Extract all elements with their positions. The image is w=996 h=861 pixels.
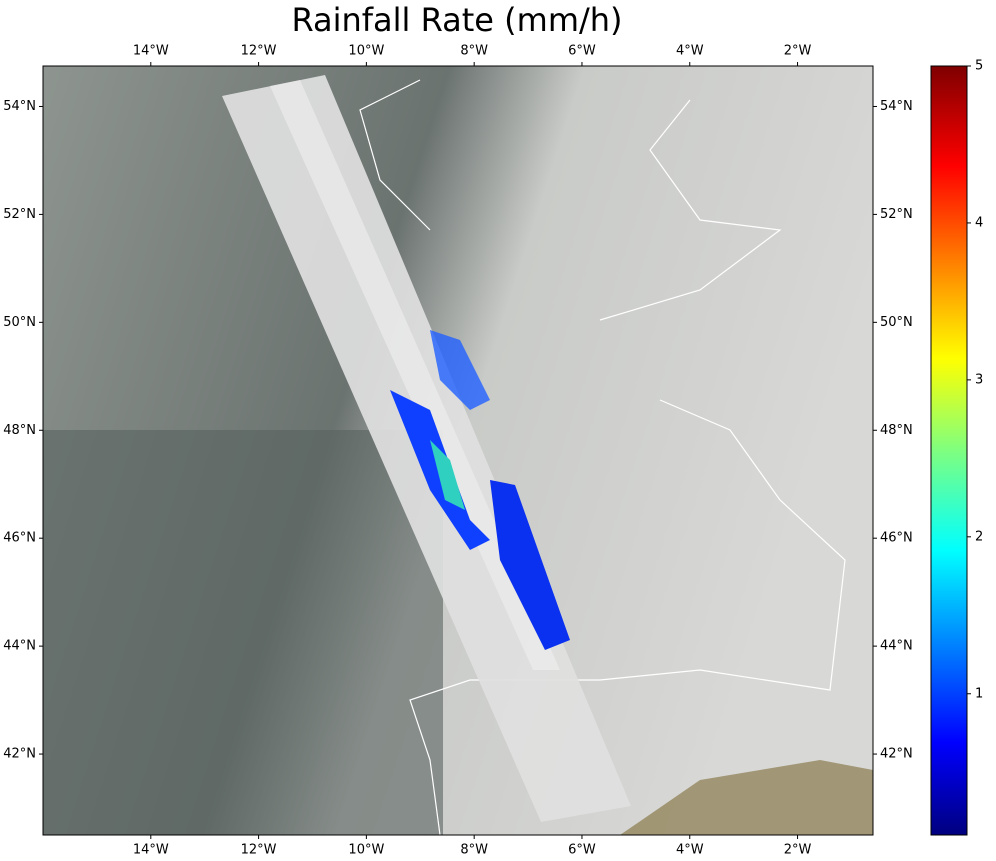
colorbar <box>930 65 968 836</box>
coastline <box>359 79 846 835</box>
x-tick-label: 12°W <box>241 843 277 858</box>
x-tick-label: 6°W <box>568 843 596 858</box>
y-tick-label: 54°N <box>3 99 36 114</box>
y-tick-label: 44°N <box>880 639 913 654</box>
x-tick-label: 12°W <box>241 44 277 59</box>
y-tick-label: 46°N <box>3 531 36 546</box>
y-tick-label: 48°N <box>880 423 913 438</box>
y-tick-label: 44°N <box>3 639 36 654</box>
x-tick-label: 4°W <box>676 843 704 858</box>
y-tick-label: 52°N <box>3 207 36 222</box>
x-tick-label: 10°W <box>348 44 384 59</box>
colorbar-tick-label: 4 <box>975 215 983 230</box>
y-tick-label: 52°N <box>880 207 913 222</box>
y-tick-label: 46°N <box>880 531 913 546</box>
x-tick-label: 2°W <box>784 843 812 858</box>
land <box>620 760 873 835</box>
x-tick-label: 4°W <box>676 44 704 59</box>
swath-gap <box>270 80 560 670</box>
rain-area <box>430 330 490 410</box>
map-frame <box>42 65 874 836</box>
y-tick-label: 48°N <box>3 423 36 438</box>
colorbar-tick-label: 1 <box>975 686 983 701</box>
x-tick-label: 14°W <box>133 44 169 59</box>
rain-area <box>490 480 570 650</box>
y-tick-label: 54°N <box>880 99 913 114</box>
y-tick-label: 50°N <box>3 315 36 330</box>
map-image <box>43 66 873 835</box>
x-tick-label: 2°W <box>784 44 812 59</box>
x-tick-label: 8°W <box>460 843 488 858</box>
title: Rainfall Rate (mm/h) <box>291 1 622 39</box>
colorbar-tick-label: 2 <box>975 529 983 544</box>
x-tick-label: 14°W <box>133 843 169 858</box>
colorbar-tick-label: 3 <box>975 372 983 387</box>
x-tick-label: 10°W <box>348 843 384 858</box>
rain-area <box>430 440 465 510</box>
colorbar-tick-label: 5 <box>975 59 983 74</box>
x-tick-label: 8°W <box>460 44 488 59</box>
y-tick-label: 42°N <box>880 747 913 762</box>
x-tick-label: 6°W <box>568 44 596 59</box>
y-tick-label: 50°N <box>880 315 913 330</box>
y-tick-label: 42°N <box>3 747 36 762</box>
cloud-field <box>43 430 443 835</box>
